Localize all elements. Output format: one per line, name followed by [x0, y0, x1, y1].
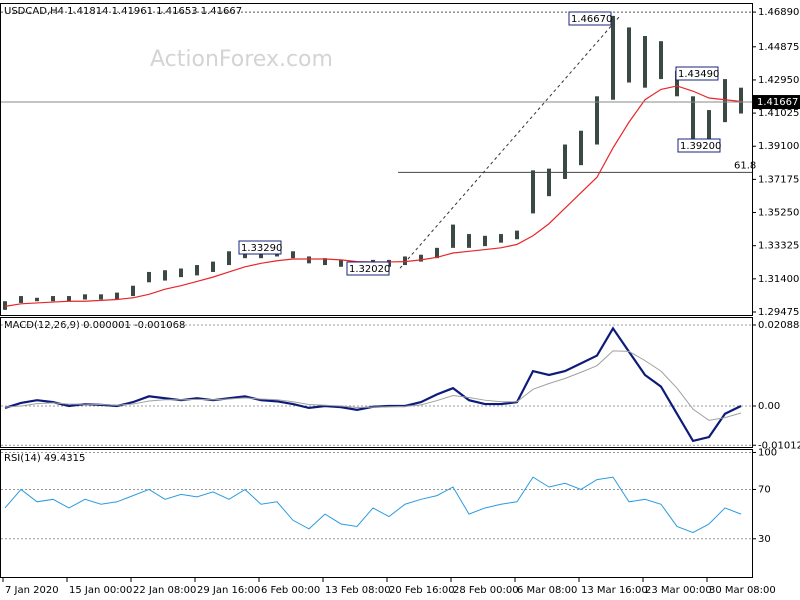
y-tick-label: 1.37175: [758, 174, 799, 185]
price-bar: [419, 254, 423, 262]
annotation-box: [677, 138, 721, 153]
annotation-box: [346, 261, 390, 276]
y-tick-label: 1.42950: [758, 75, 799, 86]
y-tick-label: 30: [758, 534, 771, 545]
price-bar: [323, 258, 327, 266]
price-bar: [659, 41, 663, 80]
y-tick-label: 1.41025: [758, 108, 799, 119]
price-bar: [643, 36, 647, 88]
price-bar: [499, 234, 503, 243]
y-tick-label: 1.33325: [758, 241, 799, 252]
annotation-box: [238, 240, 282, 255]
y-tick-label: 1.46890: [758, 7, 799, 18]
watermark: ActionForex.com: [150, 47, 333, 72]
indicator-line: [4, 350, 742, 421]
price-bar: [99, 294, 103, 300]
price-bar: [179, 268, 183, 278]
price-bar: [707, 110, 711, 145]
price-bar: [211, 261, 215, 272]
price-bar: [483, 235, 487, 247]
annotation-label: 1.32020: [349, 264, 390, 275]
x-tick-label: 6 Feb 00:00: [261, 585, 320, 596]
y-tick-label: 0.020884: [758, 320, 800, 331]
x-tick-label: 22 Jan 08:00: [133, 585, 196, 596]
price-bar: [579, 130, 583, 166]
price-bar: [691, 96, 695, 140]
price-bar: [563, 144, 567, 179]
x-tick-label: 20 Feb 16:00: [389, 585, 455, 596]
price-bar: [515, 230, 519, 240]
x-tick-label: 15 Jan 00:00: [69, 585, 132, 596]
x-tick-label: 6 Mar 08:00: [517, 585, 577, 596]
price-bar: [83, 294, 87, 300]
price-bar: [115, 292, 119, 300]
price-bar: [227, 251, 231, 266]
x-tick-label: 13 Mar 16:00: [581, 585, 648, 596]
y-tick-label: 1.35250: [758, 208, 799, 219]
x-tick-label: 13 Feb 08:00: [325, 585, 391, 596]
macd-pane: [0, 317, 753, 448]
price-bar: [451, 224, 455, 248]
price-bar: [339, 259, 343, 267]
annotation-label: 1.43490: [678, 69, 719, 80]
price-title: USDCAD,H4 1.41814 1.41961 1.41653 1.4166…: [4, 6, 242, 17]
annotation-label: 1.33290: [241, 243, 282, 254]
rsi-title: RSI(14) 49.4315: [4, 453, 85, 464]
y-tick-label: 0.00: [758, 401, 780, 412]
price-bar: [307, 256, 311, 264]
x-tick-label: 30 Mar 08:00: [709, 585, 776, 596]
price-bar: [627, 27, 631, 83]
price-bar: [131, 285, 135, 297]
x-tick-label: 28 Feb 00:00: [453, 585, 519, 596]
x-tick-label: 23 Mar 00:00: [645, 585, 712, 596]
price-bar: [195, 265, 199, 276]
annotation-box: [568, 11, 612, 26]
price-bar: [611, 15, 615, 100]
annotation-box: [675, 66, 719, 81]
x-tick-label: 29 Jan 16:00: [197, 585, 260, 596]
price-bar: [467, 234, 471, 248]
price-bar: [163, 270, 167, 281]
price-pane: [0, 3, 753, 316]
price-bar: [435, 247, 439, 259]
price-bar: [547, 168, 551, 197]
price-bar: [147, 271, 151, 283]
rsi-pane: [0, 449, 753, 578]
price-bar: [19, 296, 23, 303]
price-bar: [291, 251, 295, 259]
last-price-box: [753, 95, 800, 110]
annotation-label: 1.39200: [680, 141, 721, 152]
indicator-line: [4, 476, 742, 534]
price-bar: [675, 70, 679, 97]
price-bar: [35, 297, 39, 302]
price-bar: [723, 79, 727, 123]
fib-trend: [399, 15, 621, 269]
price-bar: [51, 296, 55, 302]
y-tick-label: 1.29475: [758, 307, 799, 318]
price-bar: [67, 296, 71, 302]
y-tick-label: 70: [758, 484, 771, 495]
price-bar: [403, 256, 407, 266]
price-bar: [531, 170, 535, 214]
last-price-label: 1.41667: [757, 97, 798, 108]
price-bar: [595, 96, 599, 145]
fib-label: 61.8: [734, 160, 756, 171]
y-tick-label: -0.010121: [758, 440, 800, 451]
price-bar: [739, 87, 743, 114]
x-tick-label: 7 Jan 2020: [5, 585, 59, 596]
y-tick-label: 1.44875: [758, 42, 799, 53]
y-tick-label: 100: [758, 447, 777, 458]
price-bar: [3, 301, 7, 310]
annotation-label: 1.46670: [571, 14, 612, 25]
y-tick-label: 1.31400: [758, 274, 799, 285]
y-tick-label: 1.39100: [758, 141, 799, 152]
